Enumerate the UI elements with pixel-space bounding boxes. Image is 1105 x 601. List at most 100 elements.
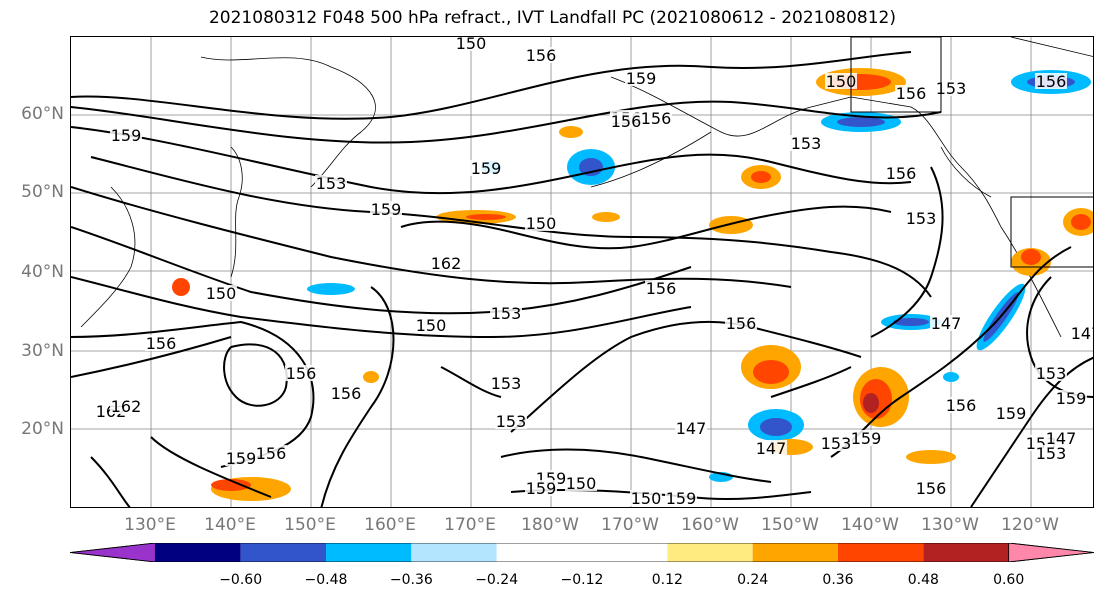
contour-label-bg [625,70,657,86]
colorbar-tick-label: 0.48 [907,572,939,588]
contour-label-bg [490,305,522,321]
colorbar-segment [240,543,326,562]
contour-label: 150 [826,72,857,91]
contour-label-bg [1055,390,1087,406]
map-panel: 1501561591561561501531561561561591561531… [70,36,1094,508]
contour-label-bg [565,475,597,491]
contour-label-bg [1045,430,1077,446]
lat-label-60n: 60°N [21,104,64,124]
contour-label: 159 [526,479,557,498]
contour-label-bg [640,110,672,126]
contour-label: 147 [676,419,707,438]
colorbar-segment [326,543,412,562]
contour-label: 150 [416,316,447,335]
contour-label: 153 [1036,444,1067,463]
contour-label: 156 [896,84,927,103]
contour-label: 162 [431,254,462,273]
contour-label-bg [205,285,237,301]
contour-label: 153 [496,412,527,431]
lon-label-140w: 140°W [841,515,899,535]
contour-label: 153 [821,434,852,453]
contour-label: 156 [331,384,362,403]
lon-label-150e: 150°E [284,515,336,535]
contour-label-bg [885,165,917,181]
contour-label: 156 [1036,72,1067,91]
contour-label: 156 [526,46,557,65]
colorbar-segment [667,543,753,562]
contour-label-bg [630,490,662,506]
contour-label-bg [330,385,362,401]
contour-label: 156 [256,444,287,463]
contour-label: 156 [916,479,947,498]
contour-label: 159 [996,404,1027,423]
contour-label-bg [495,413,527,429]
colorbar-tick-label: −0.48 [304,572,348,588]
colorbar-segment [411,543,497,562]
contour-label: 156 [726,314,757,333]
contour-label-bg [315,175,347,191]
contour-label: 147 [931,314,962,333]
colorbar-segment [70,543,156,562]
contours [71,51,1093,507]
contour-label-bg [225,450,257,466]
contour-label: 156 [646,279,677,298]
map-canvas: 1501561591561561501531561561561591561531… [71,37,1093,508]
contour-label: 162 [111,397,142,416]
contour-label: 153 [491,374,522,393]
lon-label-160e: 160°E [364,515,416,535]
contour-labels: 1501561591561561501531561561561591561531… [95,37,1093,508]
contour-label: 156 [286,364,317,383]
contour-label: 159 [666,489,697,508]
colorbar [70,543,1094,562]
colorbar-tick-label: −0.60 [219,572,263,588]
contour-label-bg [665,490,697,506]
contour-label-bg [370,201,402,217]
lat-label-30n: 30°N [21,341,64,361]
contour-label-bg [645,280,677,296]
contour-label-bg [470,160,502,176]
contour-label-bg [675,420,707,436]
contour-label: 153 [1036,364,1067,383]
contour-label: 147 [1046,429,1077,448]
contour-label-bg [455,37,487,51]
colorbar-segment [838,543,924,562]
colorbar-segment [155,543,241,562]
contour-label: 150 [526,214,557,233]
contour-label: 156 [641,109,672,128]
lon-label-130w: 130°W [921,515,979,535]
contour-label: 153 [316,174,347,193]
contour-label-bg [895,85,927,101]
region-boxes [850,37,1093,268]
map-title: 2021080312 F048 500 hPa refract., IVT La… [208,8,896,28]
contour-label-bg [415,317,447,333]
colorbar-segment [496,543,582,562]
lon-label-150w: 150°W [761,515,819,535]
contour-label-bg [610,113,642,129]
contour-label: 159 [626,69,657,88]
lat-label-40n: 40°N [21,262,64,282]
contour-label-bg [525,480,557,496]
contour-label: 159 [471,159,502,178]
contour-label-bg [525,47,557,63]
contour-label-bg [915,480,947,496]
contour-label-bg [930,315,962,331]
contour-label: 159 [851,429,882,448]
contour-label-bg [935,80,967,96]
contour-label: 147 [756,439,787,458]
colorbar-segment [923,543,1009,562]
colorbar-segment [1008,543,1094,562]
colorbar-tick-label: −0.36 [389,572,433,588]
colorbar-segment [752,543,838,562]
contour-label: 159 [226,449,257,468]
colorbar-tick-label: 0.36 [822,572,854,588]
contour-label-bg [995,405,1027,421]
contour-label-bg [1035,445,1067,461]
lon-label-130e: 130°E [124,515,176,535]
contour-label: 156 [611,112,642,131]
contour-label-bg [755,440,787,456]
contour-label: 150 [456,37,487,53]
contour-label: 150 [631,489,662,508]
contour-label-bg [820,435,852,451]
contour-label-bg [905,210,937,226]
lon-label-170e: 170°E [444,515,496,535]
